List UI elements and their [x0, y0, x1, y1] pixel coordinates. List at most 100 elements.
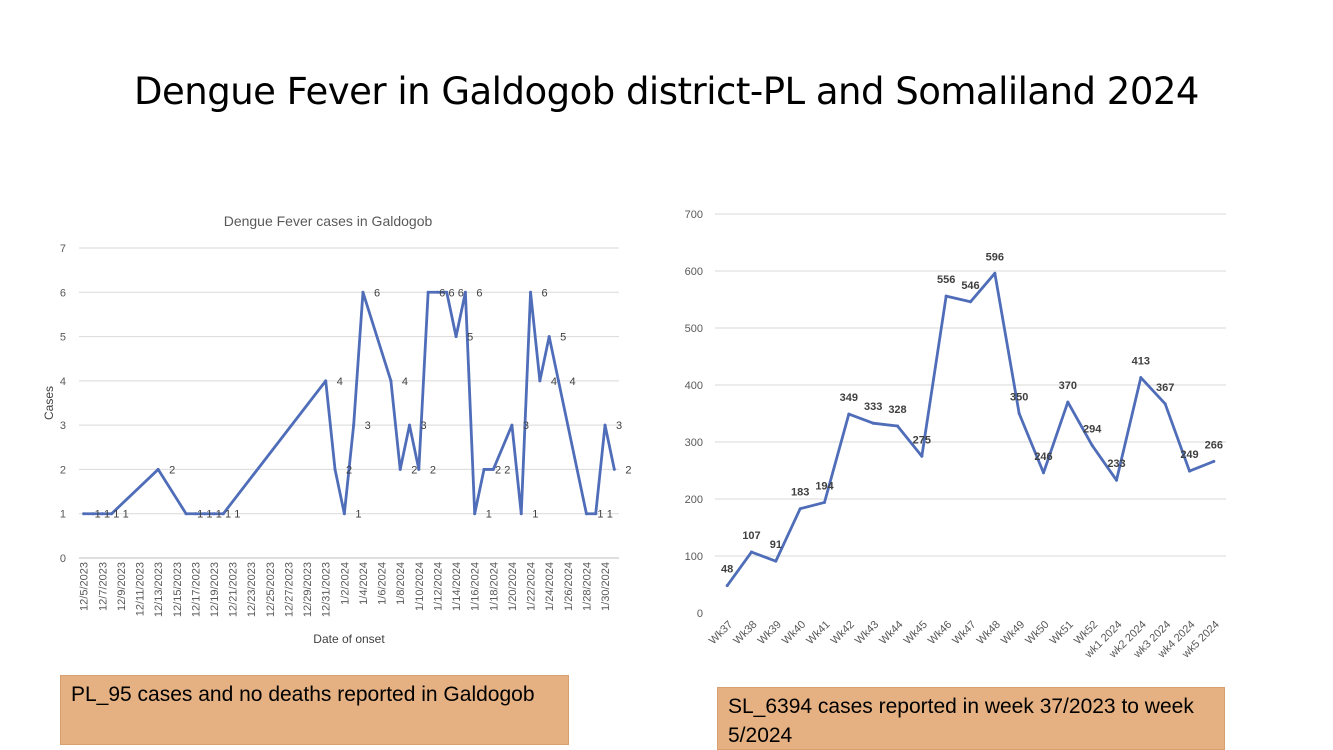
data-point — [547, 335, 551, 339]
data-label: 246 — [1034, 451, 1052, 463]
data-label: 1 — [355, 509, 361, 521]
data-point — [473, 512, 477, 516]
data-label: 1 — [225, 509, 231, 521]
data-label: 91 — [770, 539, 782, 551]
x-tick-label: 12/25/2023 — [265, 562, 277, 617]
x-tick-label: Wk46 — [926, 619, 954, 647]
x-tick-label: 12/11/2023 — [135, 562, 147, 616]
slide-title: Dengue Fever in Galdogob district-PL and… — [134, 70, 1199, 113]
x-tick-label: Wk43 — [853, 619, 881, 647]
x-tick-label: 12/5/2023 — [79, 562, 91, 611]
data-point — [361, 290, 365, 294]
x-tick-label: 1/6/2024 — [377, 562, 389, 605]
data-label: 4 — [402, 376, 408, 388]
data-label: 4 — [337, 376, 343, 388]
data-label: 3 — [421, 420, 427, 432]
data-point — [398, 467, 402, 471]
y-tick-label: 200 — [685, 494, 703, 506]
series-line — [83, 290, 616, 516]
data-label: 2 — [504, 464, 510, 476]
data-label: 349 — [840, 392, 858, 404]
y-tick-label: 2 — [60, 464, 66, 476]
data-point — [491, 467, 495, 471]
data-label: 5 — [560, 332, 566, 344]
data-point — [110, 512, 114, 516]
data-label: 1 — [597, 509, 603, 521]
data-label: 2 — [169, 464, 175, 476]
chart-galdogob: Dengue Fever cases in Galdogob Cases Dat… — [42, 213, 631, 646]
data-point — [1212, 459, 1216, 463]
data-label: 2 — [411, 464, 417, 476]
data-point — [612, 467, 616, 471]
y-tick-label: 300 — [685, 437, 703, 449]
x-tick-label: 12/29/2023 — [302, 562, 314, 617]
data-point — [847, 412, 851, 416]
x-tick-label: 1/30/2024 — [600, 562, 612, 611]
data-point — [529, 290, 533, 294]
y-tick-label: 500 — [685, 323, 703, 335]
data-label: 1 — [216, 509, 222, 521]
data-point — [993, 271, 997, 275]
y-tick-label: 6 — [60, 287, 66, 299]
data-label: 5 — [467, 332, 473, 344]
x-tick-label: Wk38 — [731, 619, 759, 647]
data-label: 6 — [439, 287, 445, 299]
data-label: 328 — [888, 404, 906, 416]
x-axis-label: Date of onset — [313, 632, 385, 646]
data-point — [333, 467, 337, 471]
data-point — [482, 467, 486, 471]
x-tick-label: Wk41 — [804, 619, 832, 647]
data-point — [1139, 376, 1143, 380]
data-label: 6 — [542, 287, 548, 299]
x-tick-label: 12/31/2023 — [321, 562, 333, 617]
x-tick-label: Wk50 — [1023, 619, 1051, 647]
data-label: 48 — [721, 564, 733, 576]
x-tick-label: 12/7/2023 — [97, 562, 109, 611]
data-point — [445, 290, 449, 294]
x-tick-label: Wk48 — [975, 619, 1003, 647]
x-tick-label: 1/8/2024 — [395, 562, 407, 605]
data-point — [342, 512, 346, 516]
data-label: 3 — [365, 420, 371, 432]
data-point — [774, 559, 778, 563]
x-tick-label: 1/2/2024 — [339, 562, 351, 605]
data-label: 2 — [346, 464, 352, 476]
data-point — [100, 512, 104, 516]
data-point — [417, 467, 421, 471]
data-label: 1 — [197, 509, 203, 521]
x-tick-label: Wk39 — [756, 619, 784, 647]
x-tick-label: Wk42 — [829, 619, 857, 647]
y-tick-label: 7 — [60, 243, 66, 255]
data-point — [324, 379, 328, 383]
x-tick-label: 1/12/2024 — [432, 562, 444, 611]
x-tick-label: 12/19/2023 — [209, 562, 221, 617]
data-point — [896, 424, 899, 428]
data-point — [1017, 412, 1021, 415]
data-label: 350 — [1010, 392, 1028, 404]
y-tick-label: 1 — [60, 509, 66, 521]
data-label: 3 — [616, 420, 622, 432]
data-label: 1 — [95, 509, 101, 521]
data-label: 6 — [476, 287, 482, 299]
data-label: 2 — [625, 464, 631, 476]
data-point — [1188, 469, 1191, 473]
data-point — [798, 507, 802, 511]
data-point — [352, 423, 356, 427]
data-point — [91, 512, 95, 516]
data-point — [426, 290, 430, 294]
data-point — [435, 290, 439, 294]
data-label: 556 — [937, 274, 955, 286]
data-point — [538, 379, 542, 383]
data-label: 546 — [961, 280, 979, 292]
data-label: 183 — [791, 487, 809, 499]
data-label: 4 — [551, 376, 557, 388]
data-point — [1163, 402, 1167, 406]
note-left: PL_95 cases and no deaths reported in Ga… — [60, 675, 569, 745]
x-tick-label: 1/10/2024 — [414, 562, 426, 611]
data-label: 1 — [123, 509, 129, 521]
data-label: 1 — [532, 509, 538, 521]
x-tick-label: 12/9/2023 — [116, 562, 128, 611]
x-tick-label: 1/18/2024 — [488, 562, 500, 611]
y-tick-label: 5 — [60, 332, 66, 344]
